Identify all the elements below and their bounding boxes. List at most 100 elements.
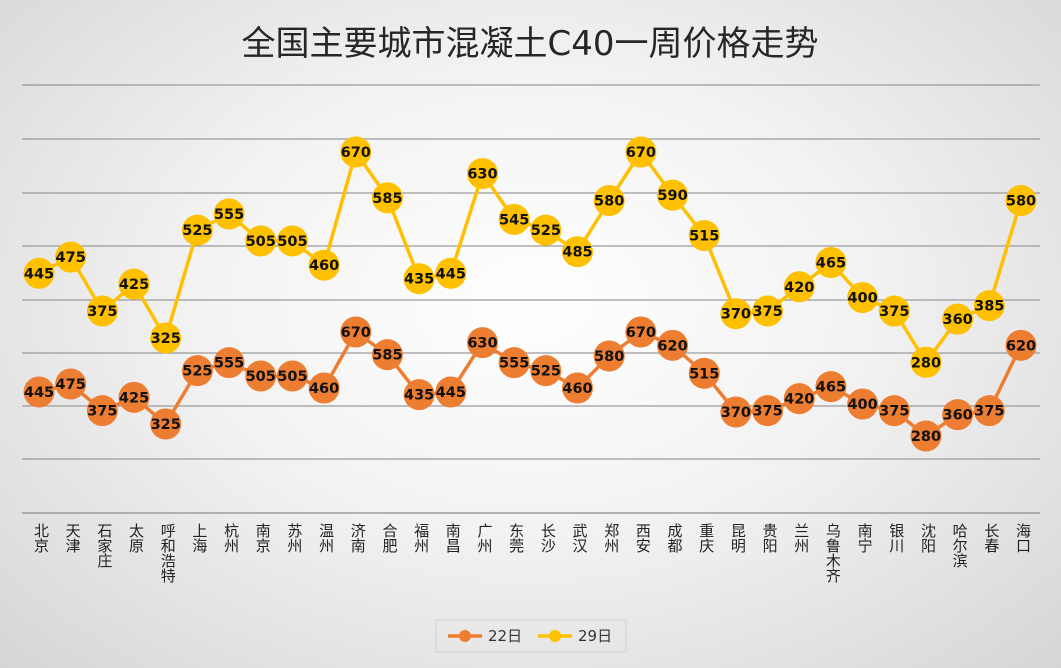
category-label: 呼和浩特: [159, 523, 177, 583]
category-labels: 北京 天津 石家庄 太原 呼和浩特 上海 杭州 南京 苏州 温州 济南 合肥 福州 南昌 广州 东莞 长沙 武汉郑…: [32, 523, 1032, 583]
data-label: 515: [689, 366, 719, 382]
category-label: 武汉: [571, 523, 589, 553]
data-label: 435: [404, 388, 434, 404]
data-label: 585: [372, 191, 402, 207]
data-point: [783, 383, 815, 415]
data-label: 545: [499, 212, 529, 228]
data-point: [562, 372, 594, 404]
data-label: 425: [119, 390, 149, 406]
data-point: [118, 381, 150, 413]
category-label: 南京: [254, 523, 272, 554]
data-point: [1005, 185, 1037, 217]
data-point: [498, 347, 530, 379]
data-label: 420: [784, 392, 814, 408]
data-label: 360: [943, 312, 973, 328]
legend-marker: [549, 630, 561, 642]
data-point: [150, 408, 182, 440]
series-line-1: [38, 330, 1023, 438]
legend: 22日 29日: [435, 619, 627, 653]
category-label: 乌鲁木齐: [824, 523, 842, 583]
data-point: [688, 357, 720, 389]
data-label: 375: [87, 404, 117, 420]
data-point: [466, 158, 498, 190]
data-point: [340, 136, 372, 168]
data-label: 670: [626, 325, 656, 341]
data-label: 435: [404, 272, 434, 288]
data-label: 400: [847, 291, 877, 307]
data-label: 385: [974, 299, 1004, 315]
data-point: [752, 295, 784, 327]
data-label: 620: [1006, 338, 1036, 354]
data-point: [435, 257, 467, 289]
data-point: [593, 185, 625, 217]
data-label: 325: [151, 331, 181, 347]
category-label: 重庆: [697, 523, 715, 553]
data-label: 370: [721, 405, 751, 421]
category-label: 银川: [887, 523, 905, 553]
data-label: 475: [56, 377, 86, 393]
data-label: 445: [436, 266, 466, 282]
data-point: [466, 327, 498, 359]
category-label: 海口: [1014, 523, 1032, 553]
data-label: 580: [594, 194, 624, 210]
category-label: 合肥: [380, 523, 398, 554]
data-point: [340, 316, 372, 348]
category-label: 昆明: [729, 523, 747, 554]
data-label: 485: [562, 245, 592, 261]
data-point: [593, 340, 625, 372]
data-label: 465: [816, 256, 846, 272]
data-point: [213, 198, 245, 230]
data-label: 515: [689, 229, 719, 245]
data-point: [181, 355, 213, 387]
data-label: 590: [657, 188, 687, 204]
data-point: [910, 346, 942, 378]
data-point: [973, 290, 1005, 322]
legend-label: 22日: [488, 627, 522, 645]
category-label: 郑州: [602, 523, 620, 553]
data-point: [435, 376, 467, 408]
data-point: [752, 395, 784, 427]
data-point: [245, 225, 277, 257]
data-label: 630: [467, 167, 497, 183]
data-point: [973, 395, 1005, 427]
data-point: [86, 395, 118, 427]
category-label: 苏州: [285, 523, 303, 553]
data-label: 465: [816, 380, 846, 396]
data-label: 670: [341, 325, 371, 341]
legend-label: 29日: [578, 627, 612, 645]
data-label: 505: [277, 234, 307, 250]
data-label: 580: [594, 349, 624, 365]
data-label: 525: [531, 364, 561, 380]
data-label: 370: [721, 307, 751, 323]
data-point: [942, 399, 974, 431]
category-label: 贵阳: [761, 523, 779, 553]
data-label: 375: [879, 404, 909, 420]
data-label: 325: [151, 417, 181, 433]
data-point: [213, 347, 245, 379]
data-label: 460: [562, 381, 592, 397]
category-label: 济南: [349, 523, 367, 553]
category-label: 广州: [475, 523, 493, 553]
data-label: 555: [214, 207, 244, 223]
data-point: [910, 420, 942, 452]
data-label: 670: [341, 145, 371, 161]
category-label: 兰州: [792, 523, 810, 553]
data-label: 375: [879, 304, 909, 320]
data-point: [55, 241, 87, 273]
data-label: 375: [974, 404, 1004, 420]
data-label: 460: [309, 381, 339, 397]
legend-box: [435, 619, 627, 653]
data-point: [530, 355, 562, 387]
category-label: 北京: [32, 523, 50, 554]
data-point: [847, 282, 879, 314]
data-label: 630: [467, 336, 497, 352]
category-label: 南昌: [444, 523, 462, 553]
category-label: 长春: [982, 523, 1000, 553]
data-label: 505: [277, 369, 307, 385]
data-point: [815, 371, 847, 403]
category-label: 福州: [412, 523, 430, 553]
category-label: 天津: [64, 523, 82, 553]
chart-title: 全国主要城市混凝土C40一周价格走势: [241, 24, 818, 64]
data-label: 670: [626, 145, 656, 161]
